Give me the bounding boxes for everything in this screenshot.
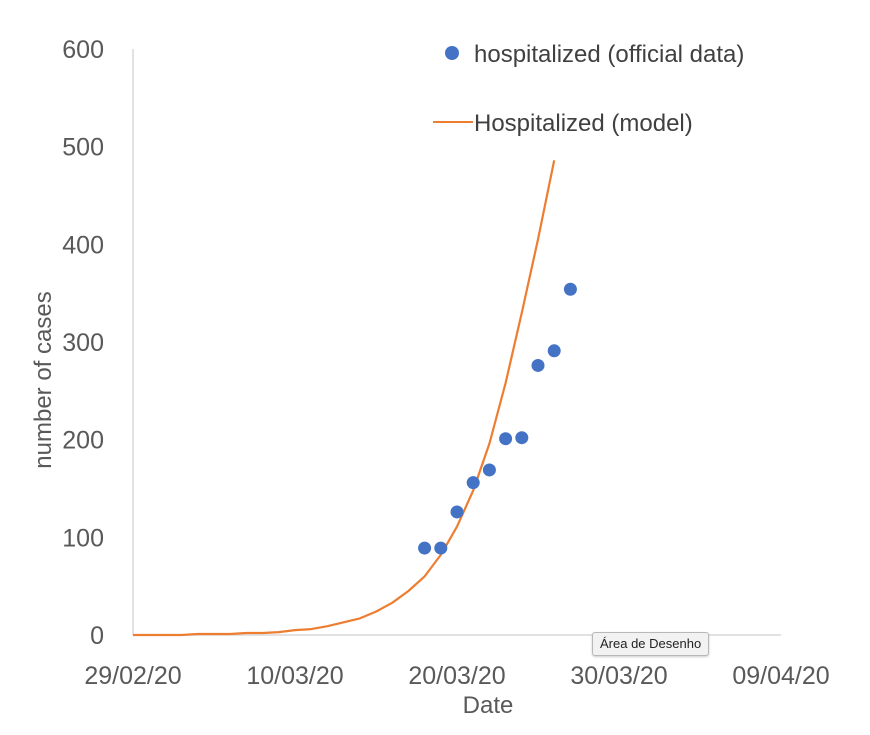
legend: hospitalized (official data) Hospitalize… bbox=[433, 41, 744, 137]
model-line bbox=[133, 160, 556, 637]
drawing-area-tooltip: Área de Desenho bbox=[592, 632, 710, 656]
x-axis-title: Date bbox=[463, 692, 514, 719]
data-point bbox=[563, 282, 577, 296]
data-point bbox=[482, 463, 496, 477]
y-tick-label: 100 bbox=[62, 524, 104, 552]
data-point bbox=[434, 541, 448, 555]
x-tick-label: 10/03/20 bbox=[246, 662, 343, 690]
y-tick-label: 400 bbox=[62, 231, 104, 259]
legend-marker-official-data bbox=[445, 46, 459, 60]
data-point bbox=[547, 344, 561, 358]
data-point bbox=[515, 431, 529, 445]
y-tick-label: 0 bbox=[90, 622, 104, 650]
data-point bbox=[450, 505, 464, 519]
legend-label-model: Hospitalized (model) bbox=[474, 110, 693, 137]
x-tick-label: 29/02/20 bbox=[84, 662, 181, 690]
data-point bbox=[466, 476, 480, 490]
x-tick-label: 09/04/20 bbox=[732, 662, 829, 690]
y-axis-title: number of cases bbox=[30, 291, 57, 468]
y-tick-label: 500 bbox=[62, 134, 104, 162]
y-tick-label: 600 bbox=[62, 36, 104, 64]
official-data-series bbox=[418, 282, 577, 555]
x-tick-label: 30/03/20 bbox=[570, 662, 667, 690]
x-axis: 29/02/20 10/03/20 20/03/20 30/03/20 09/04/20 bbox=[84, 662, 829, 690]
y-tick-label: 300 bbox=[62, 329, 104, 357]
data-point bbox=[531, 358, 545, 372]
data-point bbox=[418, 541, 432, 555]
model-series bbox=[133, 160, 556, 637]
legend-label-official-data: hospitalized (official data) bbox=[474, 41, 744, 68]
y-tick-label: 200 bbox=[62, 427, 104, 455]
y-axis: 0 100 200 300 400 500 600 bbox=[62, 36, 104, 650]
data-point bbox=[499, 432, 513, 446]
x-tick-label: 20/03/20 bbox=[408, 662, 505, 690]
